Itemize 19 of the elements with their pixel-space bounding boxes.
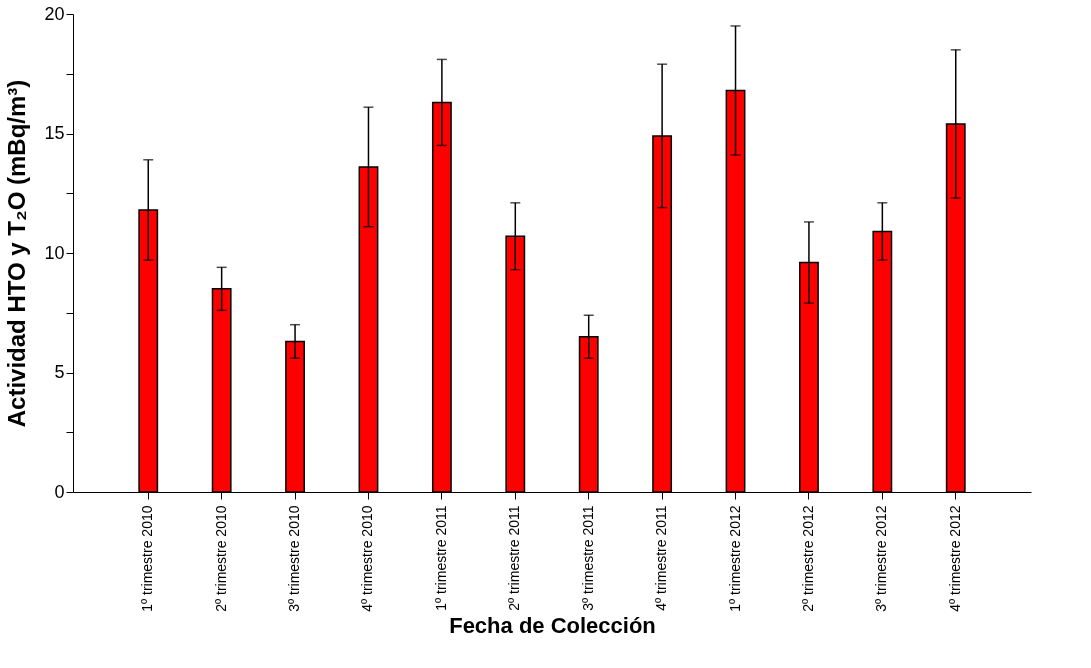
y-tick-label: 15 — [44, 123, 65, 143]
x-tick-label: 4º trimestre 2011 — [653, 505, 670, 611]
x-tick-label: 3º trimestre 2010 — [286, 505, 303, 612]
x-tick-label: 3º trimestre 2011 — [579, 505, 596, 611]
y-tick-label: 20 — [44, 3, 65, 24]
x-tick-label: 4º trimestre 2012 — [946, 505, 963, 612]
x-tick-label: 4º trimestre 2010 — [359, 505, 376, 612]
x-tick-label: 1º trimestre 2012 — [726, 505, 743, 612]
y-tick-label: 5 — [54, 362, 65, 382]
x-tick-label: 3º trimestre 2012 — [873, 505, 890, 612]
x-tick-label: 2º trimestre 2011 — [506, 505, 523, 611]
x-tick-label: 1º trimestre 2010 — [139, 505, 156, 612]
x-axis-title: Fecha de Colección — [449, 612, 656, 638]
y-tick-label: 0 — [54, 481, 65, 502]
y-axis-title: Actividad HTO y T₂O (mBq/m³) — [3, 79, 31, 428]
x-tick-label: 2º trimestre 2010 — [212, 505, 229, 612]
y-tick-label: 10 — [44, 242, 65, 263]
x-tick-label: 1º trimestre 2011 — [432, 505, 449, 611]
x-tick-label: 2º trimestre 2012 — [799, 505, 816, 612]
